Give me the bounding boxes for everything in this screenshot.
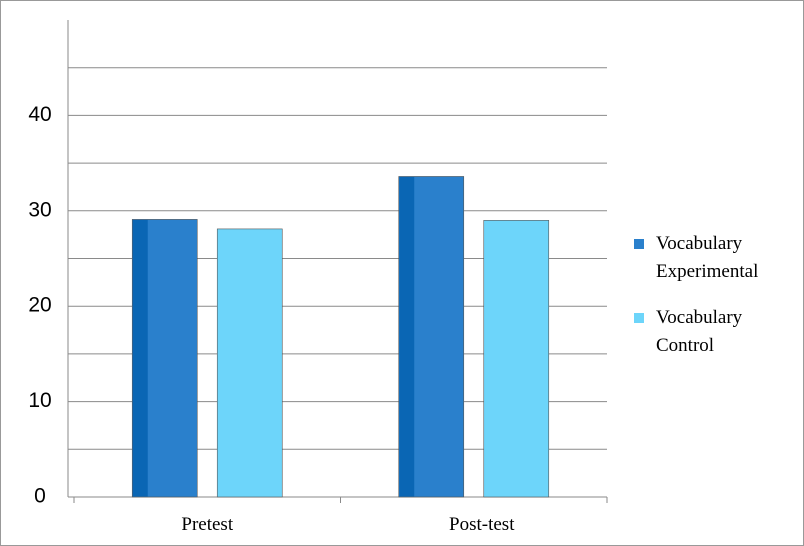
y-tick-label: 40 [28,103,51,126]
y-tick-label: 30 [28,198,51,221]
y-tick-label: 0 [34,485,46,508]
x-tick-label: Post-test [449,514,515,535]
bar-shade [399,176,415,497]
legend: Vocabulary Experimental Vocabulary Contro… [634,230,784,378]
bar [483,220,550,498]
bar-shade [132,219,148,497]
x-tick-label: Pretest [181,514,233,535]
legend-item: Vocabulary Control [634,304,784,360]
legend-label: Vocabulary Control [656,307,743,356]
legend-item: Vocabulary Experimental [634,230,784,286]
y-tick-label: 10 [28,389,51,412]
legend-swatch [634,239,644,249]
legend-swatch [634,313,644,323]
legend-label: Vocabulary Experimental [656,233,759,282]
bar [216,228,283,498]
y-tick-label: 20 [28,294,51,317]
